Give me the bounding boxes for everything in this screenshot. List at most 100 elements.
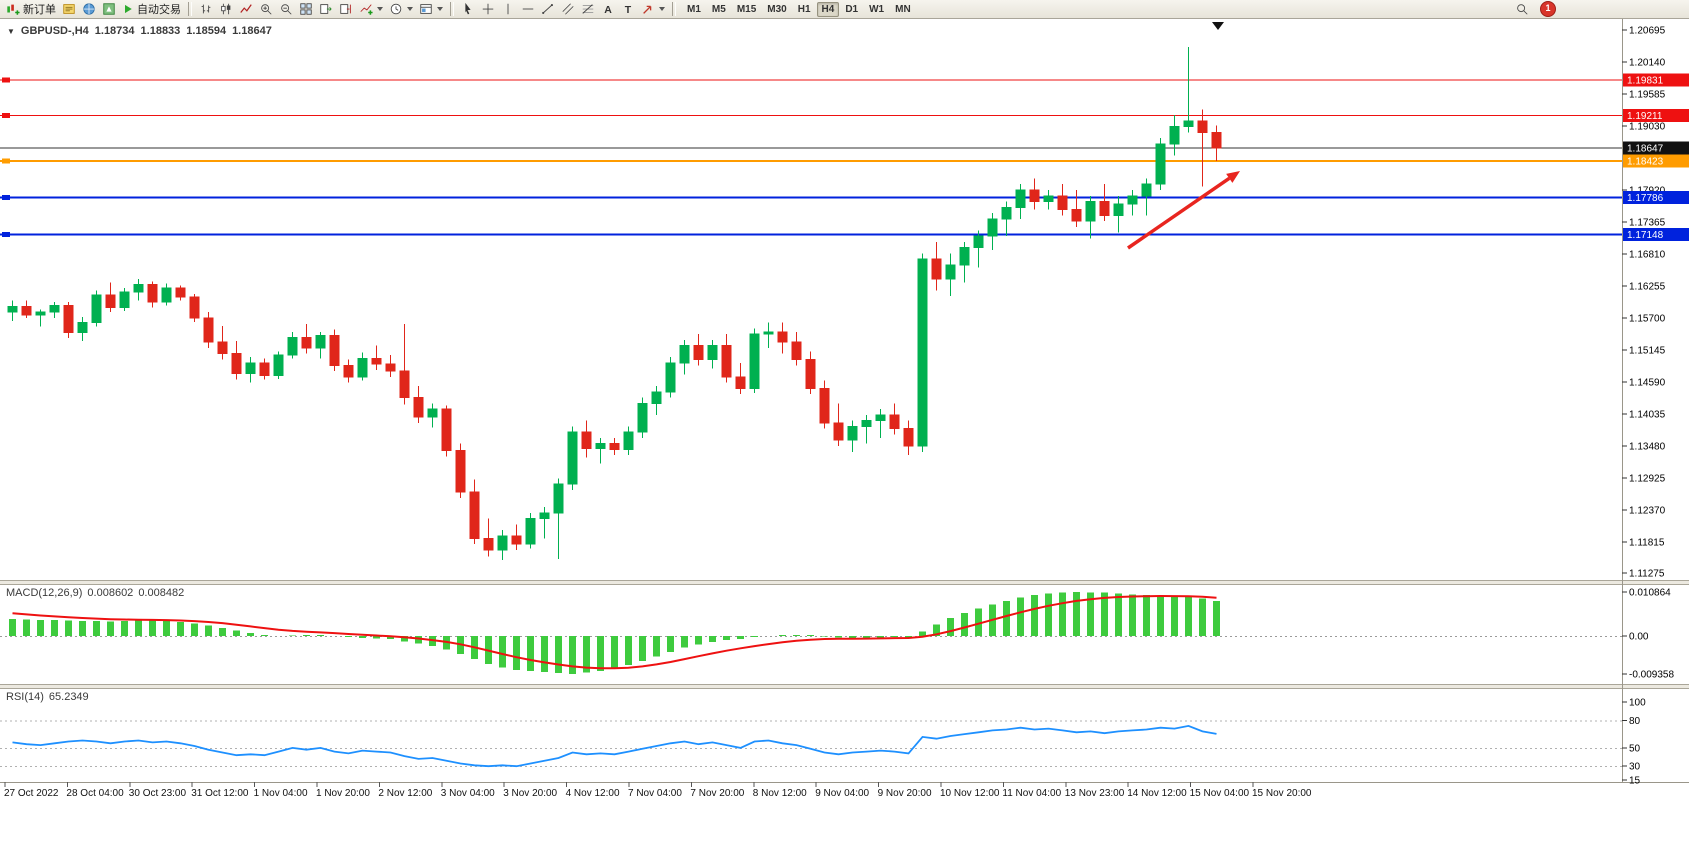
- auto-trading-button[interactable]: 自动交易: [119, 1, 184, 18]
- timeframe-button-d1[interactable]: D1: [840, 2, 863, 17]
- price-tick-label: 1.16255: [1629, 282, 1666, 293]
- candle-body: [1113, 203, 1124, 216]
- rsi-line: [12, 724, 1217, 768]
- ohlc-open: 1.18734: [94, 25, 135, 37]
- timeframe-button-mn[interactable]: MN: [890, 2, 916, 17]
- annotations[interactable]: [1127, 22, 1240, 250]
- rsi-scale-label: 100: [1629, 698, 1646, 709]
- channel-button[interactable]: [558, 1, 578, 18]
- candle-body: [819, 387, 830, 424]
- market-watch-button[interactable]: [59, 1, 79, 18]
- periods-button[interactable]: [386, 1, 416, 18]
- candle-body: [189, 296, 200, 319]
- rsi-axis[interactable]: 100 80 50 30 15: [1622, 698, 1646, 787]
- zoom-out-button[interactable]: [276, 1, 296, 18]
- zoom-in-button[interactable]: [256, 1, 276, 18]
- price-axis[interactable]: 1.20695 1.20140 1.19585 1.19030 1.17920 1.173…: [1622, 26, 1666, 580]
- ohlc-high: 1.18833: [140, 25, 181, 37]
- candle-body: [1099, 201, 1110, 216]
- candle-body: [511, 535, 522, 545]
- line-chart-button[interactable]: [236, 1, 256, 18]
- auto-scroll-button[interactable]: [316, 1, 336, 18]
- macd-indicator-label: MACD(12,26,9) 0.008602 0.008482: [6, 587, 184, 599]
- candle-body: [35, 311, 46, 316]
- chart-shift-button[interactable]: [336, 1, 356, 18]
- horizontal-lines[interactable]: [0, 77, 1622, 238]
- price-tick-label: 1.14590: [1629, 378, 1666, 389]
- candle-body: [833, 422, 844, 441]
- candle-body: [63, 304, 74, 333]
- arrows-button[interactable]: [638, 1, 668, 18]
- zoom-in-icon: [259, 2, 273, 16]
- timeframe-button-w1[interactable]: W1: [864, 2, 889, 17]
- timeframe-button-h1[interactable]: H1: [793, 2, 816, 17]
- top-marker-icon: [1212, 22, 1224, 30]
- navigator-button[interactable]: [99, 1, 119, 18]
- timeframe-button-m30[interactable]: M30: [762, 2, 791, 17]
- price-tick-label: 1.17920: [1629, 186, 1666, 197]
- svg-text:A: A: [604, 4, 612, 16]
- rsi-scale-label: 80: [1629, 716, 1641, 727]
- templates-button[interactable]: [416, 1, 446, 18]
- vertical-line-button[interactable]: [498, 1, 518, 18]
- bar-chart-button[interactable]: [196, 1, 216, 18]
- candle-body: [1183, 120, 1194, 128]
- zoom-out-icon: [279, 2, 293, 16]
- horizontal-line-button[interactable]: [518, 1, 538, 18]
- time-tick-label: 4 Nov 12:00: [566, 788, 620, 799]
- trend-arrow-head[interactable]: [1226, 171, 1240, 183]
- time-tick-label: 11 Nov 04:00: [1002, 788, 1061, 799]
- new-order-label: 新订单: [23, 4, 56, 16]
- trendline-icon: [541, 2, 555, 16]
- candle-body: [413, 397, 424, 418]
- candlestick-chart-button[interactable]: [216, 1, 236, 18]
- crosshair-button[interactable]: [478, 1, 498, 18]
- new-order-button[interactable]: 新订单: [3, 1, 59, 18]
- candle-body: [861, 420, 872, 427]
- price-label-text: 1.19211: [1627, 111, 1663, 122]
- chevron-down-icon: [437, 7, 443, 11]
- candle-body: [147, 284, 158, 303]
- data-window-button[interactable]: [79, 1, 99, 18]
- chevron-down-icon: [377, 7, 383, 11]
- timeframe-button-h4[interactable]: H4: [816, 1, 840, 17]
- price-tick-label: 1.14035: [1629, 410, 1666, 421]
- macd-scale-label: 0.010864: [1629, 588, 1671, 599]
- time-tick-label: 2 Nov 12:00: [378, 788, 432, 799]
- notification-badge[interactable]: 1: [1540, 1, 1556, 17]
- candle-body: [875, 414, 886, 422]
- candle-body: [1071, 209, 1082, 222]
- text-button[interactable]: A: [598, 1, 618, 18]
- candle-body: [805, 359, 816, 389]
- macd-axis[interactable]: 0.010864 0.00 -0.009358: [1622, 588, 1674, 681]
- macd-name: MACD(12,26,9): [6, 587, 83, 599]
- price-label-boxes: 1.19831 1.19211 1.18423 1.17786 1.17148 1.186…: [1623, 73, 1689, 242]
- cursor-button[interactable]: [458, 1, 478, 18]
- timeframe-button-m1[interactable]: M1: [682, 2, 706, 17]
- timeframe-button-m15[interactable]: M15: [732, 2, 761, 17]
- arrows-icon: [641, 2, 655, 16]
- toolbar-separator: [672, 2, 676, 16]
- line-anchor-marker: [2, 232, 10, 238]
- symbol-search-button[interactable]: [1512, 1, 1532, 18]
- trend-arrow-shaft[interactable]: [1127, 176, 1231, 250]
- indicators-button[interactable]: [356, 1, 386, 18]
- price-tick-label: 1.20140: [1629, 58, 1666, 69]
- timeframe-button-m5[interactable]: M5: [707, 2, 731, 17]
- candle-body: [441, 408, 452, 452]
- text-label-button[interactable]: T: [618, 1, 638, 18]
- tile-windows-icon: [299, 2, 313, 16]
- tile-windows-button[interactable]: [296, 1, 316, 18]
- candle-body: [399, 370, 410, 399]
- candle-body: [105, 294, 116, 309]
- candle-body: [1001, 206, 1012, 220]
- candle-body: [763, 331, 774, 335]
- trendline-button[interactable]: [538, 1, 558, 18]
- collapse-arrow-icon[interactable]: ▼: [7, 26, 15, 36]
- candle-body: [917, 258, 928, 447]
- candlestick-chart-icon: [219, 2, 233, 16]
- candle-body: [665, 362, 676, 393]
- time-axis[interactable]: 27 Oct 2022 28 Oct 04:00 30 Oct 23:00 31 Oc…: [4, 782, 1312, 799]
- fibonacci-button[interactable]: [578, 1, 598, 18]
